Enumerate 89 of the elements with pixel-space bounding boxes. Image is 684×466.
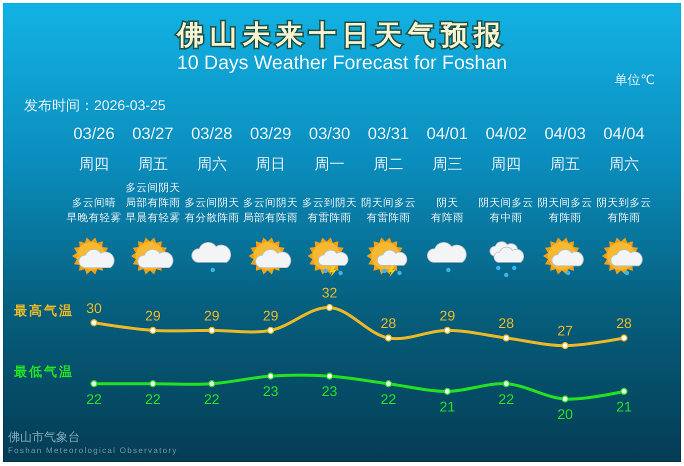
- text: 10 Days Weather Forecast for Foshan: [176, 52, 508, 74]
- point: [90, 380, 98, 388]
- point: [267, 326, 274, 334]
- text: 04/01: [426, 125, 468, 143]
- text: 周一: [314, 156, 345, 173]
- point: [208, 326, 216, 334]
- series-label: 最高气温: [13, 302, 74, 318]
- text: 多云间阴天: [243, 197, 298, 209]
- text: 阴天: [436, 197, 458, 209]
- text: 周日: [256, 156, 286, 173]
- data-label: 22: [204, 390, 220, 407]
- data-label: 29: [145, 307, 161, 324]
- text: 有阵雨: [608, 211, 640, 224]
- text: 有阵雨: [548, 211, 582, 224]
- point: [562, 395, 569, 403]
- data-label: 29: [204, 307, 220, 324]
- point: [384, 334, 392, 342]
- series-label: 最低气温: [13, 364, 74, 379]
- text: 佛山市气象台: [8, 430, 80, 444]
- text: 早晚有轻雾: [66, 212, 122, 224]
- point: [90, 319, 98, 326]
- point: [562, 342, 569, 350]
- data-label: 32: [322, 284, 338, 300]
- point: [267, 372, 274, 380]
- point: [208, 380, 216, 388]
- text: 阴天间多云: [538, 197, 593, 209]
- data-label: 21: [440, 398, 456, 414]
- text: 03/28: [191, 125, 232, 143]
- text: 04/02: [486, 125, 527, 143]
- text: 局部有阵雨: [125, 196, 180, 209]
- point: [502, 334, 510, 342]
- text: 局部有阵雨: [243, 211, 298, 224]
- text: 有雷阵雨: [366, 211, 410, 224]
- text: 多云间阴天: [125, 182, 180, 194]
- data-label: 29: [440, 307, 456, 324]
- text: 有中雨: [490, 211, 523, 224]
- data-label: 28: [498, 315, 514, 331]
- data-label: 22: [145, 390, 161, 407]
- text: 周五: [138, 156, 168, 173]
- point: [149, 380, 156, 388]
- text: 周六: [609, 156, 639, 173]
- text: 04/03: [544, 125, 586, 143]
- point: [326, 304, 334, 312]
- point: [326, 372, 334, 380]
- data-label: 29: [262, 307, 279, 324]
- text: 03/29: [250, 125, 292, 143]
- text: 03/27: [132, 125, 174, 143]
- point: [444, 388, 451, 395]
- text: 有雷阵雨: [308, 211, 352, 224]
- text: Foshan Meteorological Observatory: [8, 446, 178, 455]
- text: 发布时间：2026-03-25: [24, 97, 166, 113]
- data-label: 27: [557, 322, 574, 339]
- text: 有分散阵雨: [184, 211, 240, 224]
- point: [384, 380, 392, 388]
- text: 多云到阴天: [302, 197, 358, 209]
- text: 有阵雨: [430, 211, 464, 224]
- text: 03/31: [368, 125, 410, 143]
- point: [620, 334, 628, 342]
- data-label: 22: [380, 390, 396, 407]
- text: 多云间晴: [72, 196, 116, 209]
- data-label: 23: [262, 383, 279, 400]
- text: 03/30: [308, 125, 350, 143]
- point: [444, 326, 451, 334]
- point: [620, 388, 628, 395]
- point: [502, 380, 510, 388]
- text: 周四: [79, 156, 109, 173]
- text: 周三: [432, 156, 462, 173]
- text: 佛山未来十日天气预报: [176, 20, 507, 50]
- text: 03/26: [73, 125, 115, 143]
- data-label: 22: [86, 390, 102, 407]
- text: 04/04: [603, 125, 645, 143]
- data-label: 30: [86, 300, 102, 316]
- data-label: 28: [616, 315, 632, 331]
- data-label: 20: [557, 406, 574, 422]
- data-label: 23: [322, 383, 338, 400]
- data-label: 21: [616, 398, 632, 414]
- text: 阴天到多云: [596, 197, 652, 209]
- text: 周五: [550, 156, 580, 173]
- text: 周六: [196, 156, 227, 173]
- text: 阴天间多云: [478, 197, 534, 209]
- text: 单位℃: [614, 72, 655, 87]
- text: 早晨有轻雾: [125, 212, 180, 224]
- text: 阴天间多云: [360, 197, 416, 209]
- point: [149, 326, 156, 334]
- text: 多云间阴天: [184, 197, 240, 209]
- data-label: 28: [380, 315, 396, 331]
- data-label: 22: [498, 390, 514, 407]
- text: 周二: [373, 156, 404, 173]
- text: 周四: [491, 156, 522, 173]
